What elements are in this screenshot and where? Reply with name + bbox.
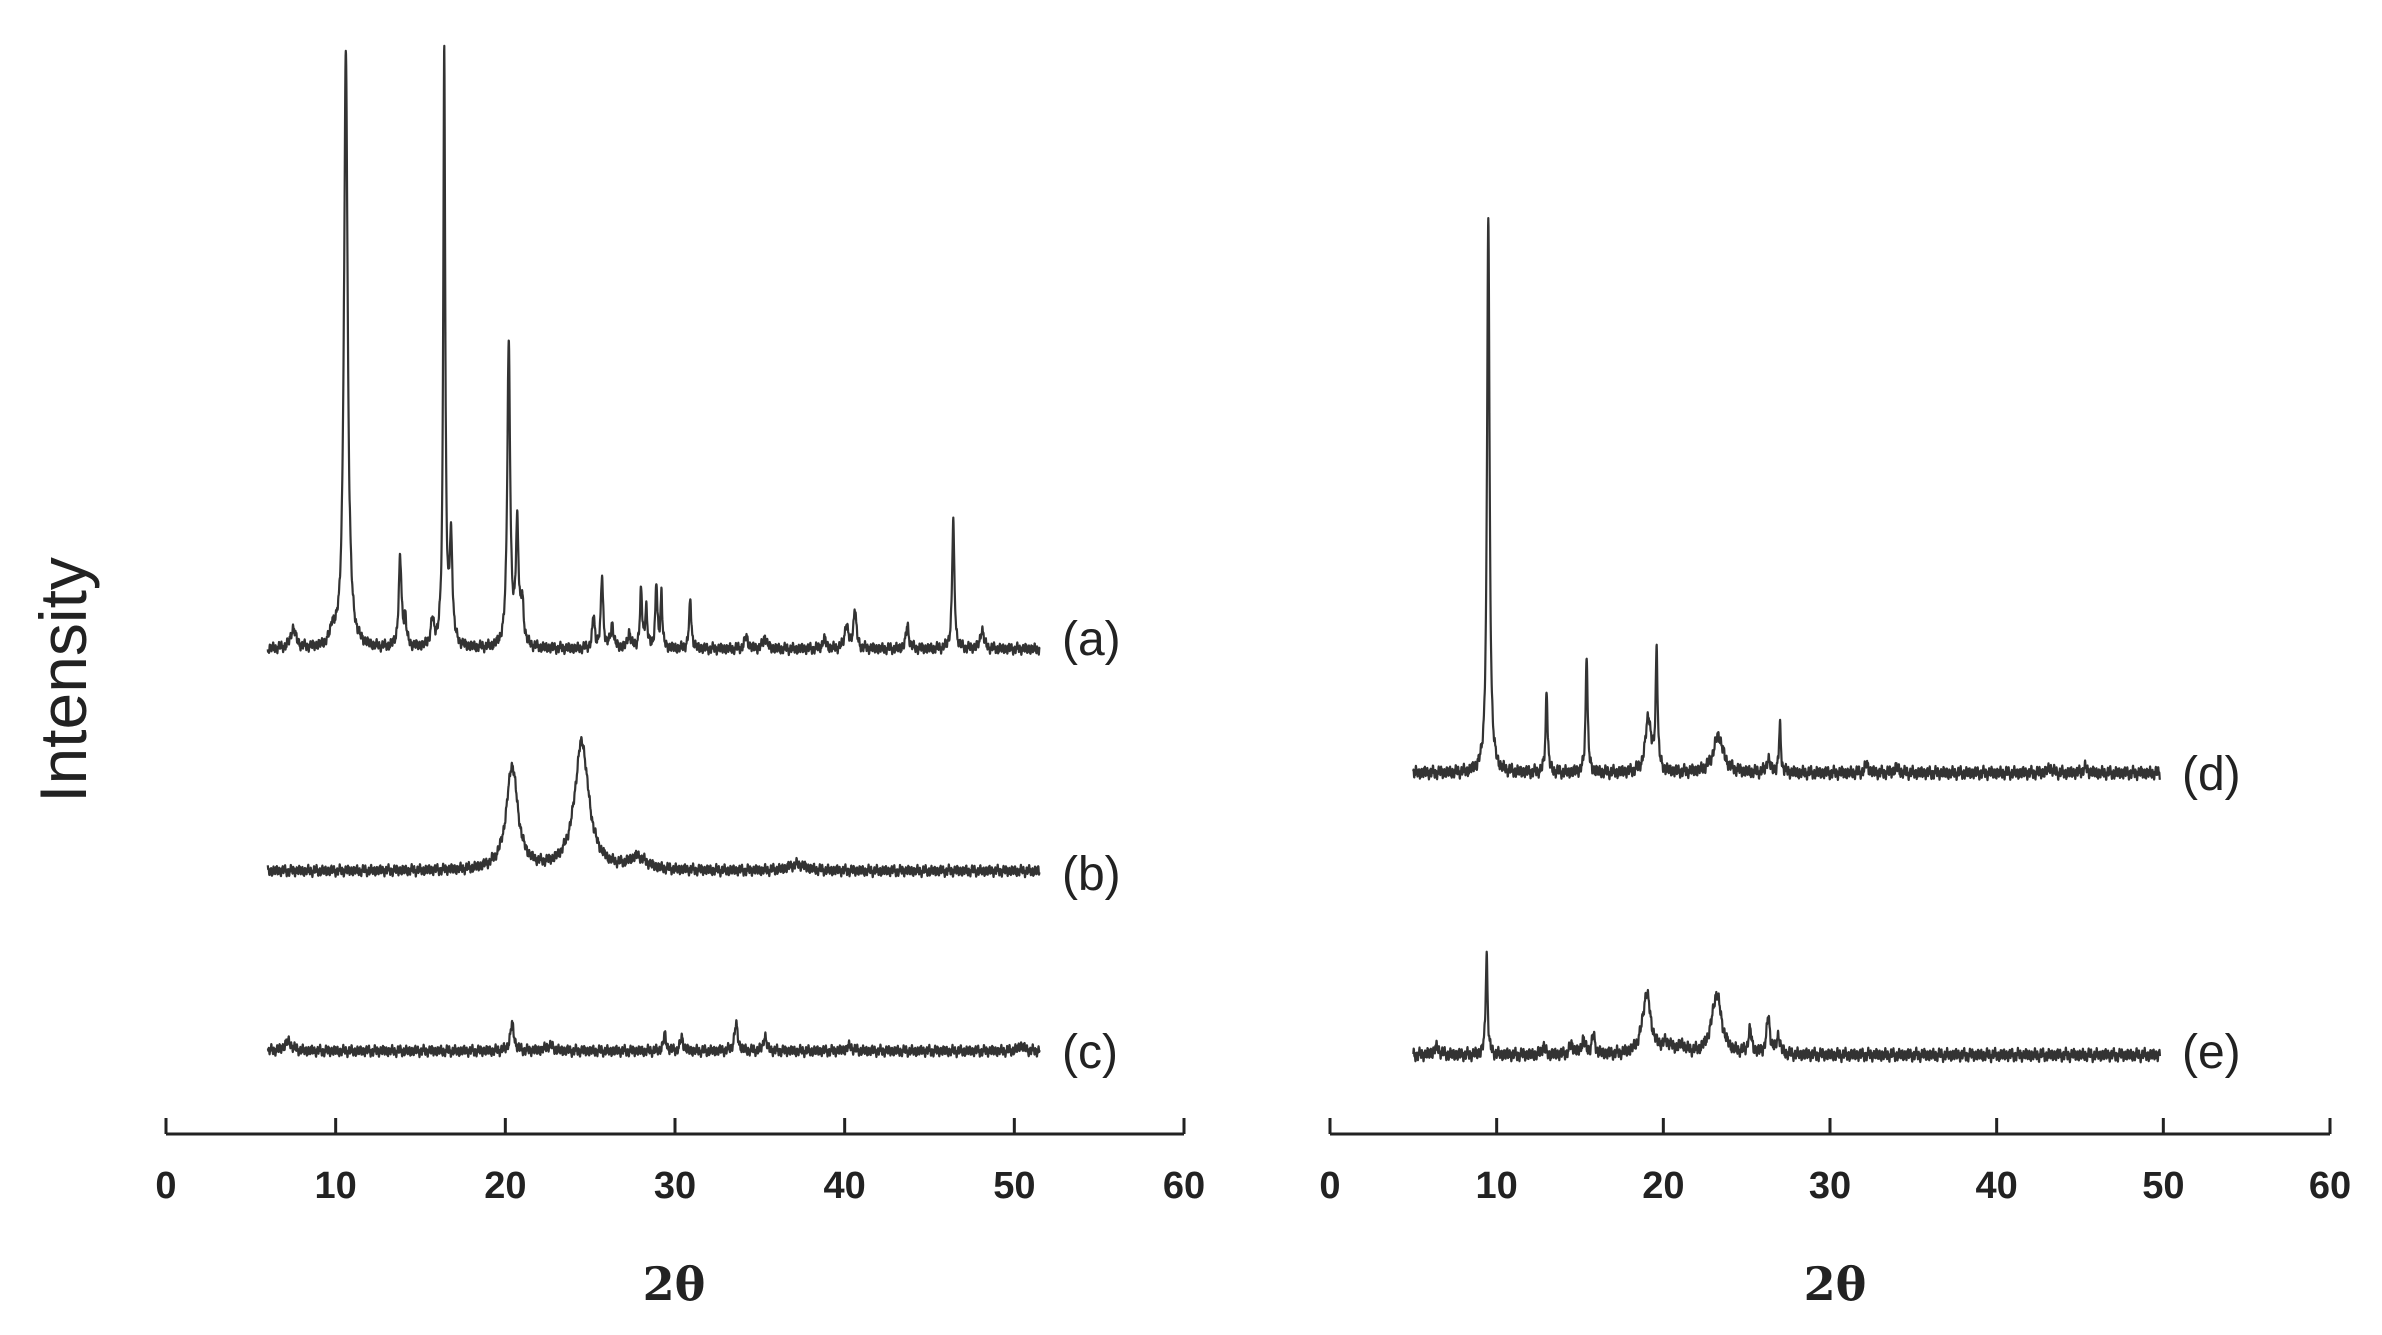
left-panel: 0 10 20 30 40 50 60 (a) (b) (c)	[155, 44, 1205, 1207]
x-tick-label: 60	[2309, 1165, 2351, 1207]
x-axis-title-left: 2θ	[643, 1257, 706, 1311]
x-tick-label: 0	[155, 1165, 176, 1207]
trace-d	[1412, 217, 2161, 782]
x-tick-label: 40	[1976, 1165, 2018, 1207]
x-tick-label: 20	[484, 1165, 526, 1207]
trace-label-d: (d)	[2182, 748, 2241, 801]
x-tick-label: 30	[654, 1165, 696, 1207]
x-axis-title-right: 2θ	[1804, 1257, 1867, 1311]
right-panel: 0 10 20 30 40 50 60 (d) (e)	[1319, 217, 2351, 1207]
x-tick-label: 10	[1476, 1165, 1518, 1207]
x-tick-label: 50	[993, 1165, 1035, 1207]
trace-label-e: (e)	[2182, 1026, 2241, 1079]
trace-e	[1412, 950, 2161, 1064]
y-axis-title: Intensity	[26, 557, 100, 803]
x-tick-label: 60	[1163, 1165, 1205, 1207]
trace-label-b: (b)	[1062, 848, 1121, 901]
x-tick-label: 50	[2142, 1165, 2184, 1207]
x-tick-label: 20	[1642, 1165, 1684, 1207]
trace-b	[266, 736, 1041, 879]
trace-label-c: (c)	[1062, 1026, 1118, 1079]
x-tick-label: 30	[1809, 1165, 1851, 1207]
trace-c	[266, 1019, 1041, 1059]
x-tick-label: 10	[315, 1165, 357, 1207]
trace-a	[266, 44, 1041, 657]
trace-label-a: (a)	[1062, 613, 1121, 666]
x-tick-label: 0	[1319, 1165, 1340, 1207]
x-tick-label: 40	[824, 1165, 866, 1207]
